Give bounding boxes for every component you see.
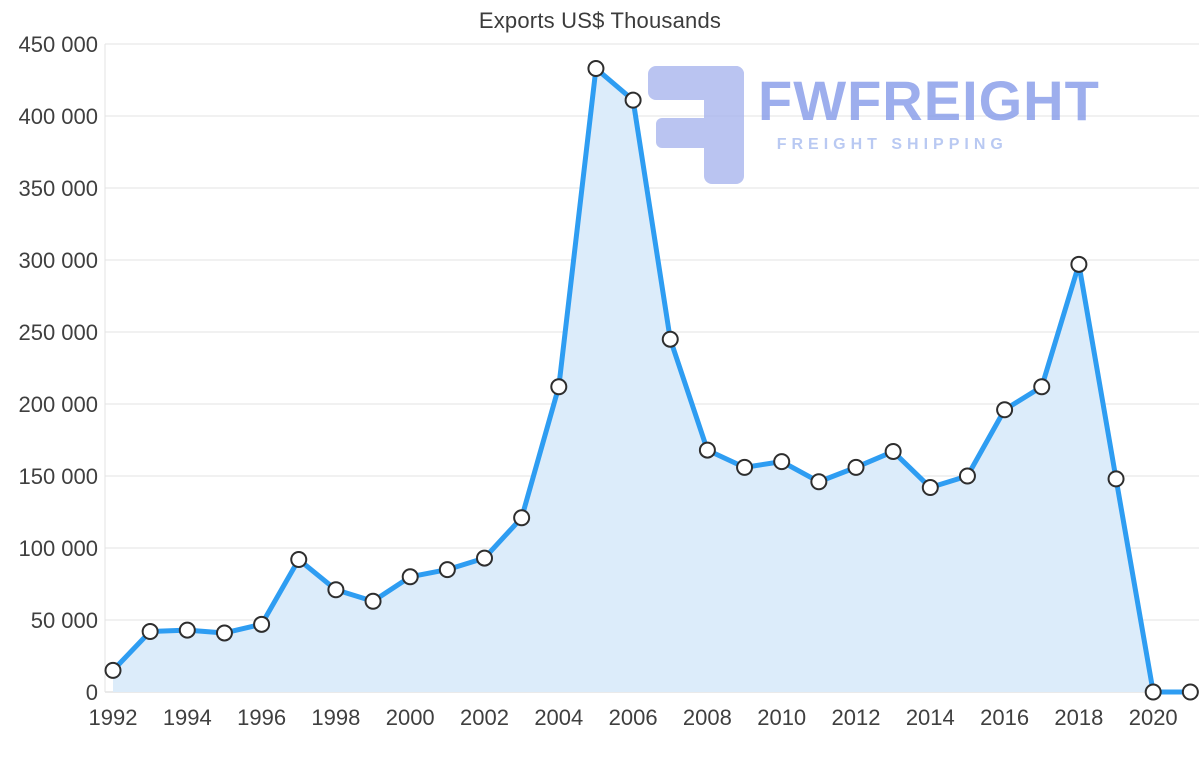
svg-text:1992: 1992: [89, 705, 138, 730]
svg-text:400 000: 400 000: [18, 104, 98, 129]
svg-text:1994: 1994: [163, 705, 212, 730]
svg-text:0: 0: [86, 680, 98, 705]
svg-text:150 000: 150 000: [18, 464, 98, 489]
svg-text:2014: 2014: [906, 705, 955, 730]
svg-text:350 000: 350 000: [18, 176, 98, 201]
svg-text:2016: 2016: [980, 705, 1029, 730]
chart-title: Exports US$ Thousands: [478, 8, 722, 33]
svg-text:2008: 2008: [683, 705, 732, 730]
svg-text:50 000: 50 000: [31, 608, 98, 633]
svg-text:2010: 2010: [757, 705, 806, 730]
svg-text:1996: 1996: [237, 705, 286, 730]
svg-text:1998: 1998: [311, 705, 360, 730]
svg-text:2004: 2004: [534, 705, 583, 730]
svg-text:2020: 2020: [1129, 705, 1178, 730]
svg-text:2006: 2006: [609, 705, 658, 730]
svg-text:450 000: 450 000: [18, 32, 98, 57]
svg-text:300 000: 300 000: [18, 248, 98, 273]
svg-text:2000: 2000: [386, 705, 435, 730]
svg-text:2018: 2018: [1054, 705, 1103, 730]
svg-text:100 000: 100 000: [18, 536, 98, 561]
svg-text:200 000: 200 000: [18, 392, 98, 417]
svg-text:250 000: 250 000: [18, 320, 98, 345]
svg-text:2002: 2002: [460, 705, 509, 730]
svg-text:2012: 2012: [832, 705, 881, 730]
